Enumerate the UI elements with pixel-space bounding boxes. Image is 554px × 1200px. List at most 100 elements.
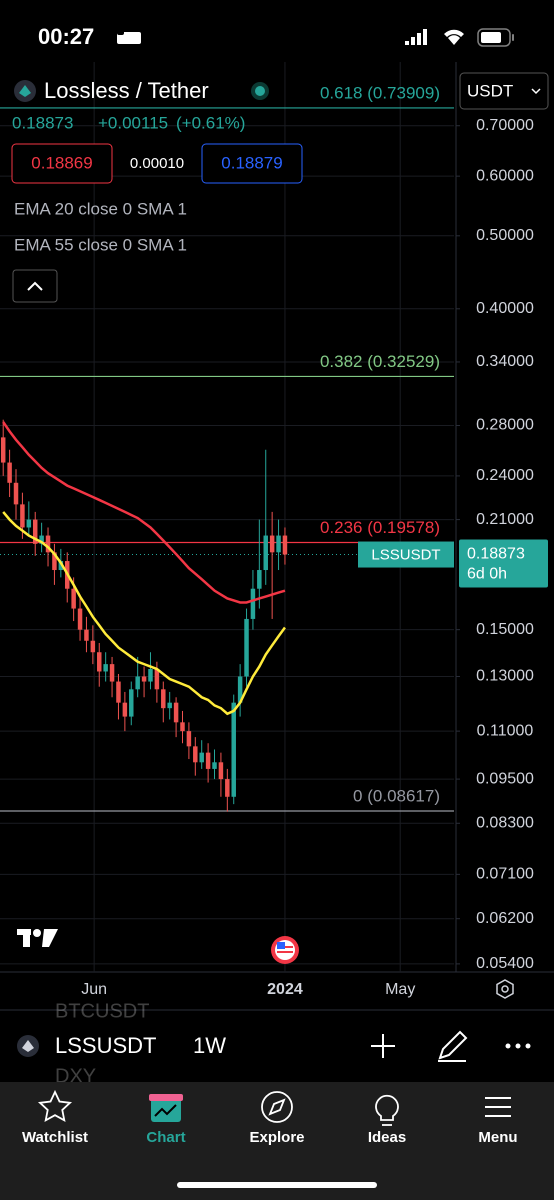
symbol-price-tag — [358, 541, 454, 568]
symbol-price-tag-label: LSSUSDT — [371, 546, 440, 563]
indicator-label[interactable]: EMA 55 close 0 SMA 1 — [14, 235, 187, 254]
toolbar-symbol[interactable]: LSSUSDT — [55, 1033, 156, 1058]
candle-body — [212, 762, 217, 769]
tv-logo — [17, 929, 58, 947]
nav-label[interactable]: Chart — [146, 1129, 185, 1146]
watchlist-icon[interactable] — [37, 1089, 73, 1123]
sell-button[interactable] — [11, 143, 113, 184]
nav-label[interactable]: Ideas — [368, 1129, 406, 1146]
home-indicator — [177, 1182, 377, 1188]
candle-body — [32, 519, 38, 544]
y-tick-label: 0.34000 — [476, 353, 534, 370]
draw-button[interactable] — [438, 1030, 468, 1062]
currency-label[interactable]: USDT — [467, 81, 513, 100]
candle-body — [13, 482, 19, 505]
explore-icon[interactable] — [261, 1091, 293, 1123]
clock: 00:27 — [38, 24, 94, 49]
ideas-icon[interactable] — [375, 1094, 399, 1126]
nav-label[interactable]: Explore — [249, 1129, 304, 1146]
ask-price[interactable]: 0.18879 — [221, 153, 282, 172]
candle-body — [161, 689, 166, 709]
bid-price[interactable]: 0.18869 — [31, 153, 92, 172]
status-icons — [117, 28, 514, 47]
candle-body — [103, 664, 108, 672]
ghost-label: DXY — [55, 1065, 96, 1087]
event-flag[interactable] — [271, 936, 299, 964]
price-change-percent: (+0.61%) — [176, 113, 245, 132]
candle-body — [154, 669, 160, 690]
toolbar-interval[interactable]: 1W — [193, 1033, 226, 1058]
candle-body — [20, 504, 25, 528]
ghost-label: BTCUSDT — [55, 1000, 149, 1022]
y-tick-label: 0.05400 — [476, 955, 534, 972]
candle-body — [205, 752, 211, 769]
candle-body — [250, 588, 256, 619]
axis-settings[interactable] — [496, 979, 514, 999]
nav-bar — [0, 1082, 554, 1200]
last-price: 0.18873 — [12, 113, 73, 132]
nav-label[interactable]: Menu — [478, 1129, 517, 1146]
menu-icon[interactable] — [485, 1097, 511, 1117]
x-tick-label: Jun — [81, 981, 107, 998]
ema-line — [2, 421, 286, 604]
candle-body — [90, 640, 96, 653]
axis-price-label: 0.18873 — [467, 546, 525, 563]
fib-label: 0.236 (0.19578) — [320, 518, 440, 537]
candle-body — [122, 702, 128, 717]
y-tick-label: 0.50000 — [476, 227, 534, 244]
candle-body — [186, 731, 192, 747]
candle-body — [244, 618, 249, 677]
currency-chevron — [531, 88, 541, 95]
fib-label: 0.618 (0.73909) — [320, 83, 440, 102]
candle-body — [263, 535, 268, 571]
y-tick-label: 0.15000 — [476, 621, 534, 638]
x-tick-label: 2024 — [267, 981, 303, 998]
candle-body — [193, 746, 198, 763]
y-tick-label: 0.13000 — [476, 668, 534, 685]
bar-countdown: 6d 0h — [467, 566, 507, 583]
x-tick-label: May — [385, 981, 415, 998]
candle-body — [109, 664, 115, 682]
nav-label[interactable]: Watchlist — [22, 1129, 88, 1146]
candle-body — [71, 588, 76, 609]
add-button[interactable] — [371, 1034, 395, 1058]
candle-body — [77, 608, 83, 630]
candle-body — [218, 762, 224, 780]
candle-body — [282, 535, 288, 555]
y-tick-label: 0.70000 — [476, 117, 534, 134]
y-tick-label: 0.07100 — [476, 866, 534, 883]
candle-body — [231, 702, 236, 797]
symbol-title[interactable]: Lossless / Tether — [44, 78, 209, 103]
y-tick-label: 0.60000 — [476, 167, 534, 184]
currency-button[interactable] — [459, 72, 549, 110]
candle-body — [276, 535, 281, 553]
price-change: +0.00115 — [98, 113, 168, 132]
candle-body — [257, 570, 262, 589]
indicator-label[interactable]: EMA 20 close 0 SMA 1 — [14, 199, 187, 218]
candle-body — [58, 561, 64, 571]
chart-icon[interactable] — [149, 1094, 183, 1122]
y-tick-label: 0.21000 — [476, 511, 534, 528]
candle-body — [26, 519, 32, 528]
candle-body — [97, 652, 102, 672]
more-button[interactable] — [505, 1043, 531, 1049]
candle-body — [225, 779, 230, 797]
candle-body — [84, 629, 89, 641]
symbol-logo-mark — [19, 85, 31, 97]
candle-body — [148, 669, 153, 682]
candle-body — [0, 437, 6, 463]
y-tick-label: 0.08300 — [476, 814, 534, 831]
collapse-button[interactable] — [12, 269, 58, 303]
spread: 0.00010 — [130, 155, 184, 172]
candle-body — [180, 722, 185, 732]
candle-body — [116, 681, 121, 703]
collapse-chevron — [27, 281, 43, 291]
candle-body — [135, 676, 140, 690]
ema-line — [2, 511, 286, 716]
y-tick-label: 0.28000 — [476, 417, 534, 434]
candle-body — [7, 462, 12, 483]
candle-body — [45, 535, 51, 553]
buy-button[interactable] — [201, 143, 303, 184]
